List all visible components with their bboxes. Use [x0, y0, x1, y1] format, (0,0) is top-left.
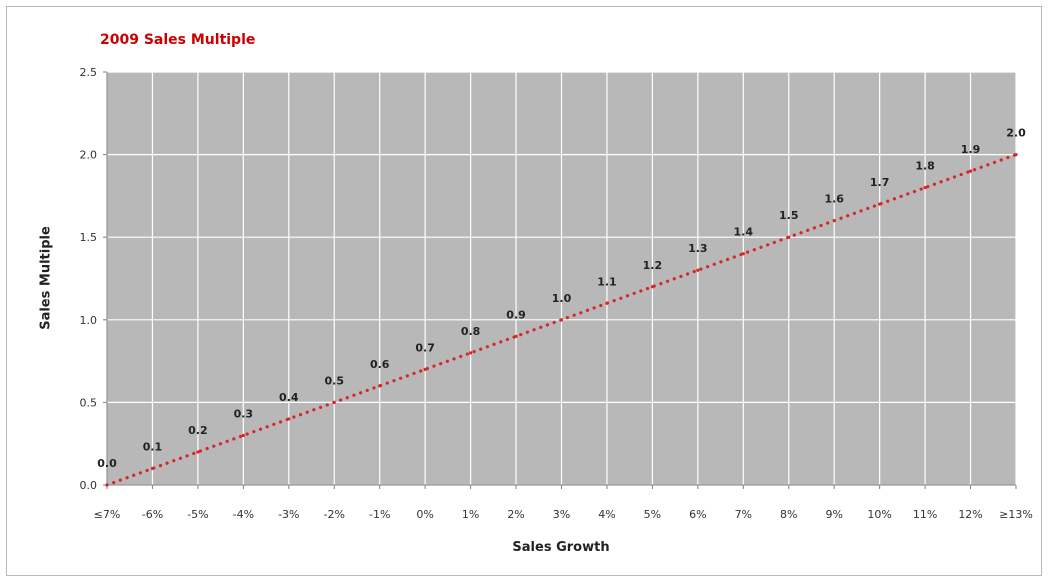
data-label: 2.0 — [1006, 127, 1026, 140]
data-label: 0.3 — [234, 407, 254, 420]
data-point — [923, 186, 927, 190]
x-tick-label: 2% — [507, 508, 524, 521]
data-label: 0.0 — [97, 457, 117, 470]
data-point — [196, 450, 200, 454]
x-tick-label: 5% — [644, 508, 661, 521]
data-point — [605, 301, 609, 305]
data-label: 1.9 — [961, 143, 981, 156]
data-point — [787, 235, 791, 239]
data-point — [150, 466, 155, 471]
data-label: 0.5 — [325, 374, 345, 387]
y-tick-label: 2.0 — [80, 149, 98, 162]
data-point — [514, 334, 518, 338]
data-point — [650, 285, 655, 289]
data-point — [968, 169, 973, 173]
data-label: 0.7 — [415, 341, 435, 354]
x-tick-label: 1% — [462, 508, 479, 521]
data-point — [696, 268, 700, 272]
data-label: 0.1 — [143, 440, 163, 453]
chart-title: 2009 Sales Multiple — [100, 32, 256, 48]
x-tick-label: ≥13% — [999, 508, 1033, 521]
x-tick-label: -6% — [142, 508, 163, 521]
data-label: 1.1 — [597, 275, 617, 288]
data-point — [469, 351, 473, 355]
data-label: 1.8 — [915, 160, 935, 173]
data-label: 1.0 — [552, 292, 572, 305]
data-point — [378, 384, 382, 388]
data-label: 1.7 — [870, 176, 890, 189]
x-tick-label: 8% — [780, 508, 797, 521]
y-tick-label: 1.5 — [80, 231, 98, 244]
data-point — [241, 433, 245, 438]
y-tick-label: 1.0 — [80, 314, 98, 327]
data-point — [878, 202, 882, 206]
x-tick-label: -2% — [324, 508, 345, 521]
data-label: 0.6 — [370, 358, 390, 371]
data-point — [105, 483, 109, 487]
x-tick-label: -5% — [187, 508, 208, 521]
data-point — [423, 367, 427, 371]
data-label: 0.2 — [188, 424, 208, 437]
x-axis-label: Sales Growth — [512, 540, 610, 555]
x-tick-label: -4% — [233, 508, 254, 521]
data-label: 1.6 — [824, 193, 844, 206]
data-label: 0.9 — [506, 308, 526, 321]
data-point — [287, 417, 291, 421]
x-tick-label: -3% — [278, 508, 299, 521]
data-label: 1.2 — [643, 259, 663, 272]
x-tick-label: 3% — [553, 508, 570, 521]
y-tick-label: 0.5 — [80, 396, 98, 409]
x-tick-label: 11% — [913, 508, 937, 521]
x-tick-label: 6% — [689, 508, 706, 521]
data-point — [832, 219, 836, 223]
data-label: 0.4 — [279, 391, 299, 404]
data-label: 1.5 — [779, 209, 799, 222]
data-point — [559, 318, 564, 322]
x-tick-label: 7% — [735, 508, 752, 521]
data-point — [741, 252, 745, 256]
x-tick-label: 9% — [825, 508, 842, 521]
x-tick-label: 0% — [416, 508, 433, 521]
y-tick-label: 0.0 — [80, 479, 98, 492]
x-tick-label: 10% — [867, 508, 891, 521]
x-tick-label: 12% — [958, 508, 982, 521]
data-point — [332, 400, 336, 404]
data-label: 1.4 — [734, 226, 754, 239]
x-tick-label: -1% — [369, 508, 390, 521]
data-label: 1.3 — [688, 242, 708, 255]
x-tick-label: ≤7% — [94, 508, 121, 521]
x-tick-label: 4% — [598, 508, 615, 521]
data-point — [1014, 153, 1018, 157]
y-tick-label: 2.5 — [80, 66, 98, 79]
data-label: 0.8 — [461, 325, 481, 338]
